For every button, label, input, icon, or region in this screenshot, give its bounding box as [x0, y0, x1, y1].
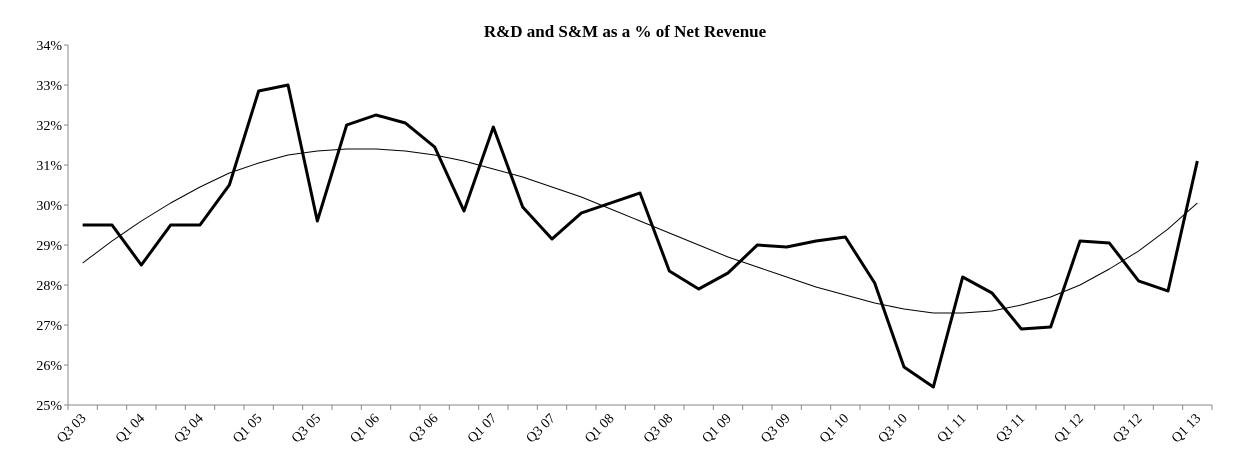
- x-tick-label: Q3 06: [406, 411, 441, 446]
- x-tick-label: Q3 04: [172, 411, 207, 446]
- x-tick-label: Q1 05: [230, 411, 265, 446]
- data-line: [82, 83, 1199, 389]
- x-tick-label: Q3 11: [993, 411, 1028, 446]
- y-tick-label: 33%: [36, 79, 62, 94]
- x-tick-label: Q3 05: [289, 411, 324, 446]
- x-tick-label: Q1 11: [935, 411, 970, 446]
- x-tick-label: Q1 06: [348, 411, 383, 446]
- y-tick-label: 29%: [36, 239, 62, 254]
- x-tick-label: Q1 12: [1052, 411, 1087, 446]
- x-tick-label: Q1 07: [465, 411, 500, 446]
- x-tick-label: Q1 09: [700, 411, 735, 446]
- x-tick-label: Q3 08: [641, 411, 676, 446]
- x-tick-label: Q1 08: [582, 411, 617, 446]
- y-tick-label: 26%: [36, 359, 62, 374]
- y-tick-label: 34%: [36, 39, 62, 54]
- y-tick-label: 30%: [36, 199, 62, 214]
- x-tick-label: Q1 04: [113, 411, 148, 446]
- y-tick-label: 28%: [36, 279, 62, 294]
- y-tick-label: 31%: [36, 159, 62, 174]
- x-tick-label: Q3 12: [1110, 411, 1145, 446]
- x-tick-label: Q3 03: [54, 411, 89, 446]
- y-tick-label: 32%: [36, 119, 62, 134]
- trend-line: [82, 148, 1198, 314]
- x-tick-label: Q3 07: [524, 411, 559, 446]
- x-tick-label: Q3 10: [876, 411, 911, 446]
- x-tick-label: Q1 13: [1169, 411, 1204, 446]
- y-tick-label: 27%: [36, 319, 62, 334]
- y-tick-label: 25%: [36, 399, 62, 414]
- chart-title: R&D and S&M as a % of Net Revenue: [484, 22, 767, 41]
- x-tick-label: Q1 10: [817, 411, 852, 446]
- x-tick-label: Q3 09: [758, 411, 793, 446]
